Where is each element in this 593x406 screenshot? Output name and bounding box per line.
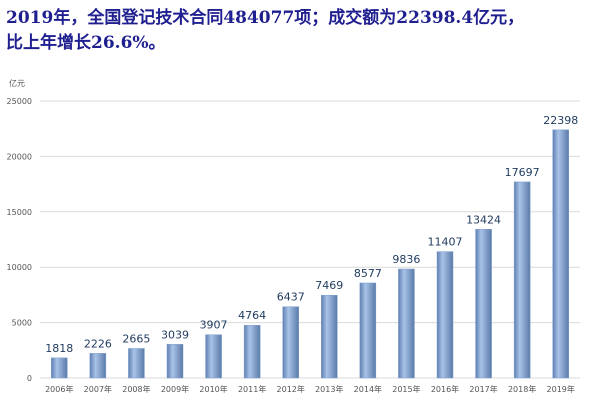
bar: [513, 181, 531, 379]
y-axis-unit-label: 亿元: [9, 78, 25, 88]
value-label: 2226: [84, 337, 112, 350]
bar: [436, 251, 454, 379]
x-tick-label: 2011年: [238, 384, 266, 394]
x-tick-label: 2016年: [431, 384, 459, 394]
x-tick-label: 2010年: [199, 384, 227, 394]
y-tick-label: 25000: [7, 97, 32, 106]
x-tick-label: 2008年: [122, 384, 150, 394]
bars: [51, 129, 569, 379]
y-axis-ticks: 0 5000 10000 15000 20000 25000: [7, 97, 32, 383]
bar: [282, 306, 299, 379]
value-labels: 1818 2226 2665 3039 3907 4764 6437 7469 8577 9836…: [45, 114, 578, 355]
x-tick-label: 2007年: [84, 384, 112, 394]
y-tick-label: 5000: [12, 319, 32, 328]
bar: [166, 344, 184, 379]
x-tick-label: 2017年: [469, 384, 497, 394]
bar: [359, 282, 377, 379]
chart-headline: 2019年，全国登记技术合同484077项；成交额为22398.4亿元， 比上年…: [6, 6, 586, 56]
x-tick-label: 2012年: [277, 384, 305, 394]
value-label: 22398: [543, 114, 578, 127]
bar: [128, 348, 145, 379]
value-label: 6437: [277, 291, 305, 304]
value-label: 3907: [200, 319, 228, 332]
gridlines: [40, 100, 580, 379]
value-label: 4764: [238, 309, 266, 322]
x-tick-label: 2006年: [45, 384, 73, 394]
value-label: 11407: [428, 236, 463, 249]
x-tick-label: 2009年: [161, 384, 189, 394]
value-label: 8577: [354, 267, 382, 280]
value-label: 17697: [505, 166, 540, 179]
x-tick-label: 2013年: [315, 384, 343, 394]
value-label: 3039: [161, 328, 189, 341]
headline-line-2: 比上年增长26.6%。: [6, 33, 166, 53]
x-tick-label: 2014年: [354, 384, 382, 394]
y-tick-label: 0: [27, 374, 32, 383]
bar: [552, 129, 569, 379]
bar: [398, 268, 415, 379]
x-tick-label: 2015年: [392, 384, 420, 394]
bar: [321, 294, 338, 379]
y-tick-label: 20000: [7, 152, 32, 161]
y-tick-label: 15000: [7, 208, 32, 217]
bar: [243, 324, 261, 379]
value-label: 13424: [466, 213, 501, 226]
bar: [205, 334, 222, 379]
bar: [89, 353, 107, 379]
bar: [51, 357, 68, 379]
value-label: 2665: [122, 332, 150, 345]
x-axis-ticks: 2006年 2007年 2008年 2009年 2010年 2011年 2012年 2013年…: [45, 384, 575, 394]
y-tick-label: 10000: [7, 263, 32, 272]
x-tick-label: 2019年: [547, 384, 575, 394]
headline-line-1: 2019年，全国登记技术合同484077项；成交额为22398.4亿元，: [6, 8, 525, 28]
bar: [475, 229, 492, 379]
value-label: 7469: [315, 279, 343, 292]
value-label: 9836: [392, 253, 420, 266]
x-tick-label: 2018年: [508, 384, 536, 394]
value-label: 1818: [45, 342, 73, 355]
